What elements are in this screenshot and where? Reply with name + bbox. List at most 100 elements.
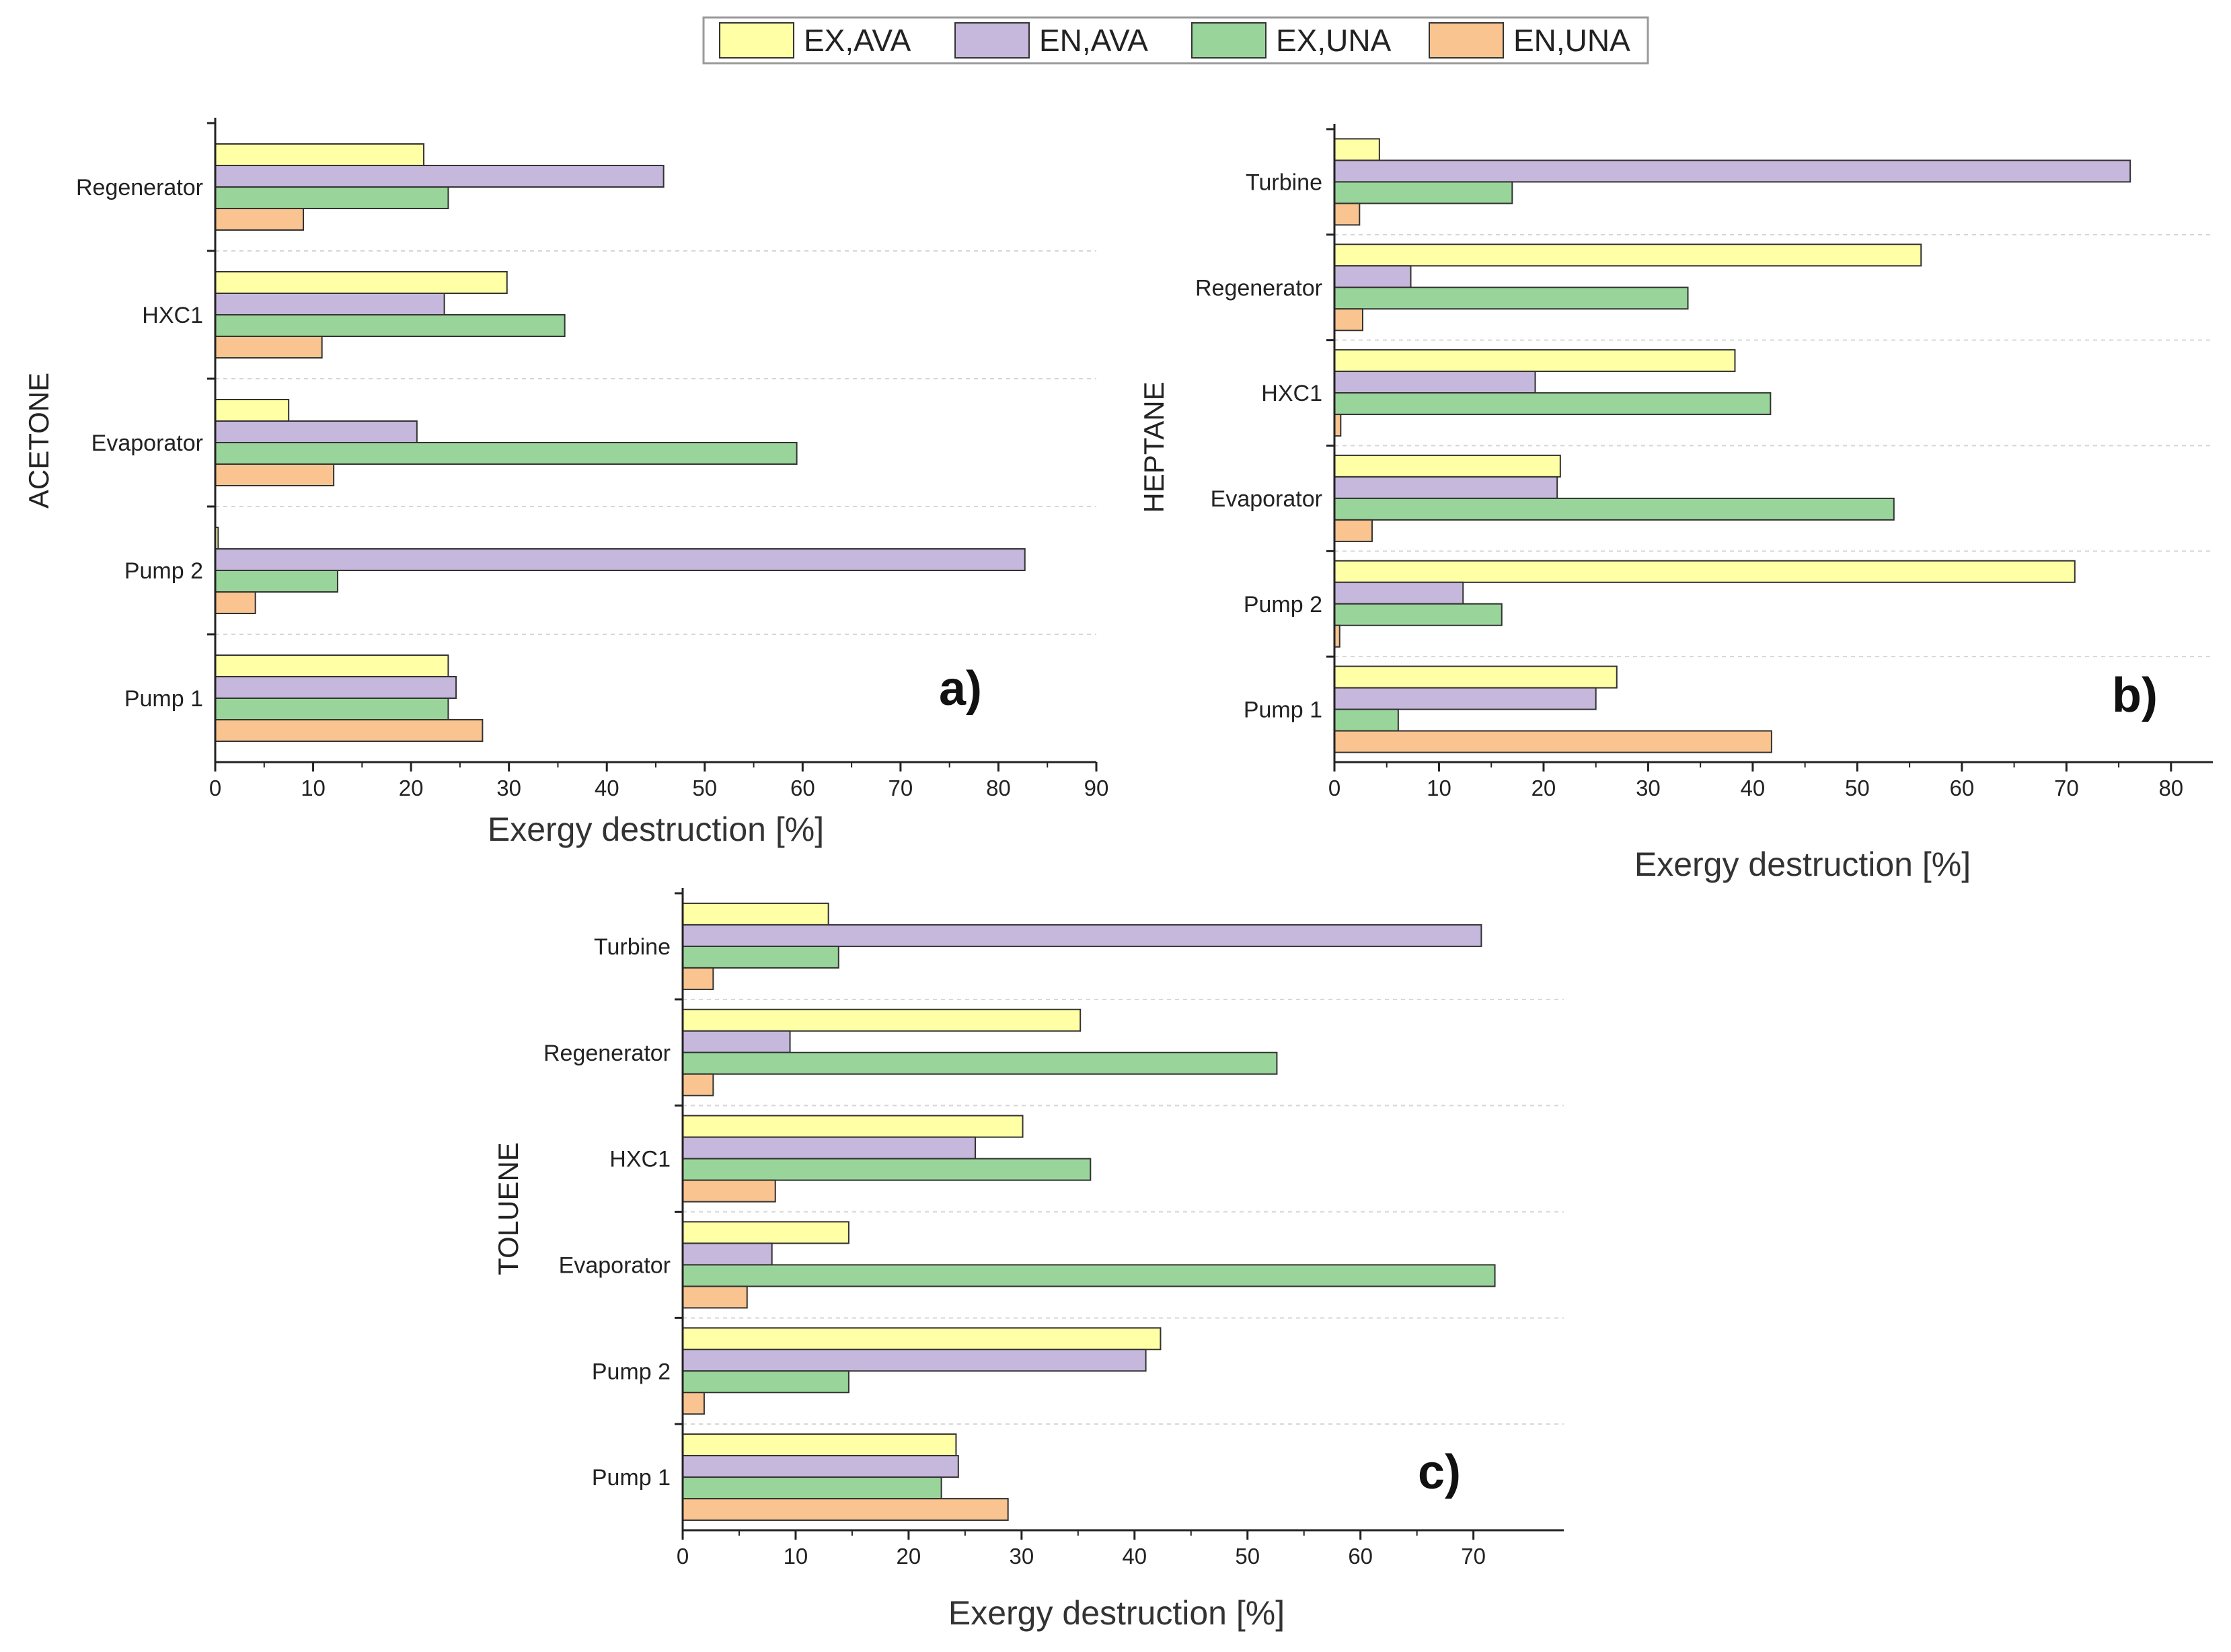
category-label-evaporator: Evaporator [1211, 486, 1322, 512]
x-tick-label: 90 [1084, 776, 1109, 800]
bar-hxc1-en-una [215, 336, 323, 359]
bar-turbine-ex-una [682, 945, 839, 969]
bar-evaporator-en-una [1334, 519, 1373, 542]
y-axis-label-acetone: ACETONE [23, 373, 54, 509]
legend-label-en-una: EN,UNA [1513, 23, 1630, 58]
category-label-turbine: Turbine [594, 934, 671, 960]
bar-pump-1-en-ava [215, 676, 457, 699]
bar-evaporator-ex-una [1334, 497, 1895, 521]
x-axis-title-heptane: Exergy destruction [%] [1634, 846, 1971, 883]
x-tick-label: 60 [790, 776, 815, 800]
bar-regenerator-en-una [215, 208, 304, 231]
bar-pump-1-ex-ava [215, 654, 449, 677]
x-tick-label: 80 [2158, 776, 2183, 800]
panel-heptane: HEPTANE Exergy destruction [%] b) Turbin… [1138, 124, 2213, 883]
bar-regenerator-en-una [682, 1073, 714, 1096]
bar-hxc1-ex-una [215, 314, 566, 337]
bar-pump-2-en-ava [215, 548, 1026, 571]
x-tick-label: 20 [897, 1544, 921, 1569]
x-tick-label: 10 [301, 776, 326, 800]
bar-turbine-ex-ava [682, 902, 829, 926]
bar-pump-1-ex-una [215, 698, 449, 720]
x-tick-label: 30 [1009, 1544, 1034, 1569]
bar-pump-1-en-una [682, 1498, 1009, 1522]
x-axis-title-toluene: Exergy destruction [%] [948, 1594, 1285, 1632]
bar-turbine-ex-una [1334, 181, 1513, 204]
bar-regenerator-ex-una [1334, 287, 1689, 310]
category-label-pump-2: Pump 2 [592, 1359, 671, 1384]
category-label-evaporator: Evaporator [559, 1252, 671, 1278]
y-axis-label-toluene: TOLUENE [492, 1142, 524, 1275]
bar-pump-1-ex-ava [682, 1433, 957, 1457]
legend-label-ex-una: EX,UNA [1276, 23, 1392, 58]
panel-acetone: ACETONE Exergy destruction [%] a) Regene… [23, 118, 1108, 848]
legend-label-ex-ava: EX,AVA [804, 23, 911, 58]
category-label-pump-2: Pump 2 [1244, 592, 1322, 617]
legend-swatch-ex-ava [719, 22, 794, 59]
y-axis-label-heptane: HEPTANE [1138, 381, 1170, 513]
bar-pump-2-en-una [682, 1392, 705, 1415]
x-tick-label: 20 [399, 776, 424, 800]
bar-pump-2-en-una [215, 591, 256, 614]
x-tick-label: 50 [1845, 776, 1870, 800]
bar-regenerator-ex-ava [682, 1008, 1082, 1032]
bar-pump-2-en-ava [1334, 581, 1464, 605]
x-tick-label: 80 [986, 776, 1011, 800]
bar-hxc1-en-ava [1334, 371, 1536, 394]
bar-hxc1-en-ava [215, 293, 445, 315]
bar-pump-1-en-ava [1334, 687, 1597, 710]
panel-letter-a: a) [939, 662, 982, 716]
bar-regenerator-en-ava [215, 165, 665, 188]
bar-hxc1-ex-una [1334, 392, 1772, 416]
x-tick-label: 30 [1636, 776, 1661, 800]
panel-letter-b: b) [2112, 669, 2158, 722]
bar-turbine-en-ava [682, 924, 1482, 947]
category-label-pump-1: Pump 1 [124, 686, 203, 712]
bar-pump-2-ex-ava [1334, 560, 2076, 583]
bar-turbine-en-una [682, 967, 714, 990]
bar-pump-1-ex-ava [1334, 665, 1618, 689]
bar-pump-1-en-una [215, 719, 484, 742]
category-label-turbine: Turbine [1246, 170, 1322, 195]
bar-evaporator-ex-ava [682, 1221, 849, 1244]
x-tick-label: 0 [1328, 776, 1340, 800]
panel-toluene: TOLUENE Exergy destruction [%] c) Turbin… [492, 888, 1564, 1632]
x-tick-label: 70 [1461, 1544, 1486, 1569]
bar-pump-1-ex-una [682, 1476, 942, 1500]
bar-turbine-en-una [1334, 202, 1361, 226]
legend-swatch-ex-una [1191, 22, 1266, 59]
bar-hxc1-en-una [682, 1179, 776, 1203]
bar-hxc1-ex-una [682, 1158, 1092, 1181]
bar-evaporator-ex-una [215, 442, 798, 465]
x-tick-label: 70 [2054, 776, 2079, 800]
legend-swatch-en-ava [954, 22, 1030, 59]
bar-evaporator-ex-ava [1334, 454, 1561, 478]
category-label-hxc1: HXC1 [142, 303, 203, 328]
legend-swatch-en-una [1429, 22, 1504, 59]
bar-regenerator-ex-una [215, 186, 449, 209]
x-tick-label: 30 [496, 776, 521, 800]
x-tick-label: 0 [209, 776, 221, 800]
x-tick-label: 70 [888, 776, 913, 800]
bar-hxc1-ex-ava [215, 271, 508, 294]
bar-regenerator-ex-ava [215, 143, 425, 166]
bar-pump-2-en-ava [682, 1349, 1147, 1372]
x-tick-label: 40 [1122, 1544, 1147, 1569]
bar-pump-2-ex-una [1334, 603, 1503, 626]
x-axis-title-acetone: Exergy destruction [%] [488, 811, 824, 848]
bar-pump-1-ex-una [1334, 708, 1399, 732]
bar-hxc1-en-ava [682, 1136, 976, 1160]
x-tick-label: 50 [692, 776, 717, 800]
bar-regenerator-ex-ava [1334, 243, 1922, 267]
bar-pump-2-ex-ava [682, 1327, 1162, 1351]
x-tick-label: 40 [595, 776, 619, 800]
category-label-pump-1: Pump 1 [1244, 698, 1322, 723]
bar-turbine-ex-ava [1334, 138, 1380, 161]
x-tick-label: 10 [1427, 776, 1451, 800]
category-label-pump-1: Pump 1 [592, 1465, 671, 1491]
bar-turbine-en-ava [1334, 159, 2131, 183]
category-label-evaporator: Evaporator [91, 430, 203, 456]
x-tick-label: 0 [677, 1544, 689, 1569]
bar-evaporator-en-ava [1334, 476, 1558, 499]
